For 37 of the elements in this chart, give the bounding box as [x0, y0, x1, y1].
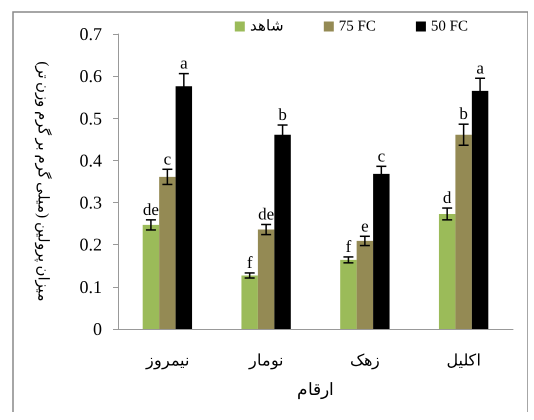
y-tick-label: 0.1: [80, 276, 102, 297]
y-tick-label: 0.2: [80, 234, 102, 255]
x-axis-title: ارقام: [297, 380, 334, 400]
x-tick-label: زهک: [350, 352, 380, 370]
data-label: de: [142, 200, 159, 219]
data-label: f: [246, 252, 253, 272]
data-label: a: [476, 58, 484, 78]
y-tick-label: 0.6: [80, 66, 102, 86]
y-tick-label: 0: [93, 319, 102, 339]
data-label: e: [361, 216, 369, 236]
y-tick-label: 0.3: [80, 192, 102, 213]
data-label: f: [346, 236, 352, 256]
legend-label: 75 FC: [338, 18, 376, 34]
bar: [340, 260, 357, 329]
bar: [142, 224, 160, 329]
bar: [258, 230, 274, 329]
x-tick-label: نومار: [248, 352, 284, 370]
bar: [438, 214, 456, 329]
data-label: de: [258, 204, 274, 224]
x-tick-label: اکلیل: [446, 352, 481, 370]
legend-label: 50 FC: [430, 18, 468, 34]
y-tick-label: 0.7: [80, 24, 102, 44]
data-label: c: [164, 149, 172, 168]
data-label: b: [459, 104, 468, 124]
y-tick-label: 0.4: [80, 150, 102, 170]
bar: [356, 240, 374, 329]
legend-label: شاهد: [250, 18, 284, 34]
bar: [159, 176, 176, 329]
x-tick-label: نیمروز: [144, 352, 189, 370]
data-label: c: [378, 146, 386, 166]
data-label: d: [442, 188, 452, 208]
data-label: b: [278, 105, 287, 124]
bar: [241, 275, 258, 329]
y-axis-title: میزان پرولین (میلی گرم بر گرم وزن تر): [34, 61, 52, 302]
bar: [455, 134, 472, 329]
data-label: a: [180, 54, 188, 73]
y-tick-label: 0.5: [80, 108, 102, 128]
